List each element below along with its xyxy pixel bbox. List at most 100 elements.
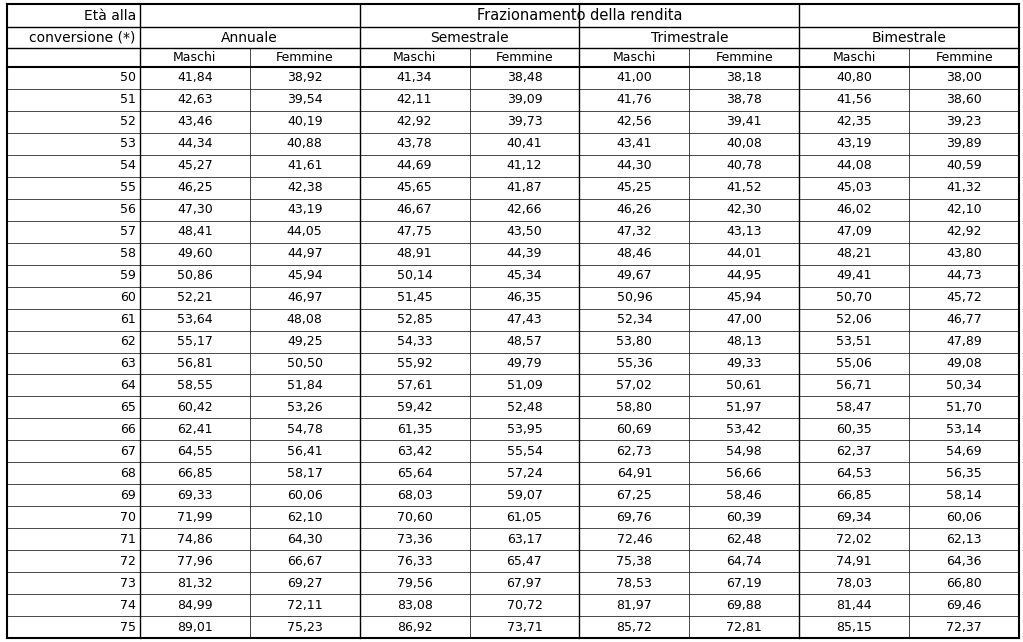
Text: 52,06: 52,06 (836, 313, 872, 326)
Text: 45,94: 45,94 (286, 269, 322, 282)
Text: 40,08: 40,08 (726, 137, 762, 150)
Text: 65,64: 65,64 (397, 467, 433, 480)
Text: 57,61: 57,61 (397, 379, 433, 392)
Text: 64,30: 64,30 (286, 533, 322, 546)
Text: 58,14: 58,14 (946, 489, 982, 502)
Text: 61,05: 61,05 (506, 511, 542, 524)
Text: 40,41: 40,41 (506, 137, 542, 150)
Text: 47,32: 47,32 (617, 225, 653, 238)
Text: 49,79: 49,79 (506, 357, 542, 370)
Text: 55,92: 55,92 (397, 357, 433, 370)
Text: 46,26: 46,26 (617, 204, 652, 216)
Text: 58,46: 58,46 (726, 489, 762, 502)
Text: 45,94: 45,94 (726, 291, 762, 304)
Text: 41,61: 41,61 (286, 159, 322, 172)
Text: 66: 66 (120, 423, 136, 436)
Text: 70,72: 70,72 (506, 598, 542, 612)
Text: 78,03: 78,03 (836, 577, 873, 589)
Text: 42,30: 42,30 (726, 204, 762, 216)
Text: 72: 72 (120, 555, 136, 568)
Text: 60,69: 60,69 (617, 423, 653, 436)
Text: 43,80: 43,80 (946, 247, 982, 260)
Text: 53,14: 53,14 (946, 423, 982, 436)
Text: 77,96: 77,96 (177, 555, 213, 568)
Text: 63,42: 63,42 (397, 445, 433, 458)
Text: 41,34: 41,34 (397, 71, 433, 85)
Text: 57: 57 (120, 225, 136, 238)
Text: 42,63: 42,63 (177, 94, 213, 107)
Text: 60,42: 60,42 (177, 401, 213, 414)
Text: 41,56: 41,56 (837, 94, 872, 107)
Text: 59,42: 59,42 (397, 401, 433, 414)
Text: 64,55: 64,55 (177, 445, 213, 458)
Text: 60,06: 60,06 (946, 511, 982, 524)
Text: 55,36: 55,36 (617, 357, 653, 370)
Text: 85,72: 85,72 (617, 621, 653, 634)
Text: 50,86: 50,86 (177, 269, 213, 282)
Text: 65,47: 65,47 (506, 555, 542, 568)
Text: 50: 50 (120, 71, 136, 85)
Text: 61: 61 (120, 313, 136, 326)
Text: 68,03: 68,03 (397, 489, 433, 502)
Text: 89,01: 89,01 (177, 621, 213, 634)
Text: 72,11: 72,11 (286, 598, 322, 612)
Text: 62,10: 62,10 (286, 511, 322, 524)
Text: 61,35: 61,35 (397, 423, 433, 436)
Text: 76,33: 76,33 (397, 555, 433, 568)
Text: 69,27: 69,27 (286, 577, 322, 589)
Text: 38,18: 38,18 (726, 71, 762, 85)
Text: 47,75: 47,75 (397, 225, 433, 238)
Text: 85,15: 85,15 (836, 621, 873, 634)
Text: 42,38: 42,38 (286, 181, 322, 195)
Text: 45,34: 45,34 (506, 269, 542, 282)
Text: 49,67: 49,67 (617, 269, 653, 282)
Text: 50,96: 50,96 (617, 291, 653, 304)
Text: 44,01: 44,01 (726, 247, 762, 260)
Text: 41,00: 41,00 (617, 71, 653, 85)
Text: 42,35: 42,35 (837, 116, 872, 128)
Text: Trimestrale: Trimestrale (651, 31, 728, 44)
Text: 55,06: 55,06 (836, 357, 873, 370)
Text: 56,66: 56,66 (726, 467, 762, 480)
Text: 48,21: 48,21 (837, 247, 872, 260)
Text: 49,08: 49,08 (946, 357, 982, 370)
Text: 40,80: 40,80 (836, 71, 873, 85)
Text: 66,85: 66,85 (177, 467, 213, 480)
Text: 68: 68 (120, 467, 136, 480)
Text: 40,88: 40,88 (286, 137, 322, 150)
Text: 64,91: 64,91 (617, 467, 652, 480)
Text: 53,42: 53,42 (726, 423, 762, 436)
Text: 46,35: 46,35 (506, 291, 542, 304)
Text: 69,33: 69,33 (177, 489, 213, 502)
Text: 44,34: 44,34 (177, 137, 213, 150)
Text: 57,24: 57,24 (506, 467, 542, 480)
Text: 39,54: 39,54 (286, 94, 322, 107)
Text: 38,00: 38,00 (946, 71, 982, 85)
Text: 54,69: 54,69 (946, 445, 982, 458)
Text: 53: 53 (120, 137, 136, 150)
Text: 56: 56 (120, 204, 136, 216)
Text: 60: 60 (120, 291, 136, 304)
Text: 43,19: 43,19 (286, 204, 322, 216)
Text: 53,51: 53,51 (836, 335, 872, 348)
Text: 54,78: 54,78 (286, 423, 322, 436)
Text: 43,13: 43,13 (726, 225, 762, 238)
Text: 47,00: 47,00 (726, 313, 762, 326)
Text: 50,61: 50,61 (726, 379, 762, 392)
Text: 62,48: 62,48 (726, 533, 762, 546)
Text: 62,41: 62,41 (177, 423, 213, 436)
Text: 45,03: 45,03 (836, 181, 872, 195)
Text: 50,70: 50,70 (836, 291, 873, 304)
Text: 51: 51 (120, 94, 136, 107)
Text: 48,41: 48,41 (177, 225, 213, 238)
Text: 51,09: 51,09 (506, 379, 542, 392)
Text: 73,36: 73,36 (397, 533, 433, 546)
Text: 52,21: 52,21 (177, 291, 213, 304)
Text: 59,07: 59,07 (506, 489, 542, 502)
Text: 53,80: 53,80 (617, 335, 653, 348)
Text: 62: 62 (120, 335, 136, 348)
Text: 51,84: 51,84 (286, 379, 322, 392)
Text: 72,46: 72,46 (617, 533, 653, 546)
Text: 47,89: 47,89 (946, 335, 982, 348)
Text: 55,54: 55,54 (506, 445, 542, 458)
